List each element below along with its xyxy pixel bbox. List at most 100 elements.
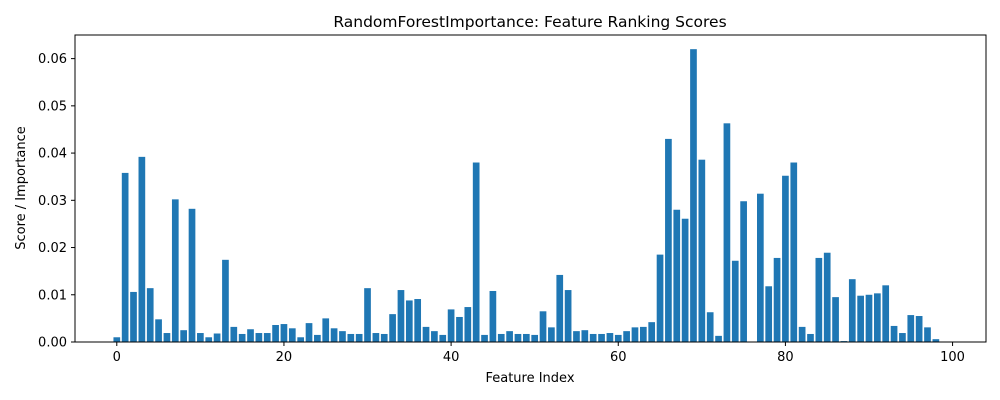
bar-feature-39 — [439, 334, 447, 342]
bar-feature-16 — [247, 329, 254, 342]
bar-feature-56 — [581, 330, 589, 342]
bar-feature-48 — [514, 333, 522, 342]
x-axis-ticks: 0 20 40 60 80 100 — [113, 342, 965, 365]
y-tick-label: 0.05 — [38, 99, 67, 114]
bar-feature-14 — [230, 326, 238, 342]
bar-feature-34 — [397, 290, 405, 342]
bar-feature-90 — [865, 294, 873, 342]
bar-feature-11 — [205, 337, 213, 342]
bar-feature-59 — [606, 333, 614, 342]
bar-feature-33 — [389, 314, 396, 342]
x-tick-label: 80 — [777, 350, 794, 365]
bar-feature-27 — [339, 331, 346, 342]
bar-feature-82 — [798, 326, 806, 342]
y-tick-label: 0.06 — [38, 52, 67, 67]
bar-feature-67 — [673, 209, 681, 342]
bar-feature-5 — [155, 319, 162, 342]
bar-feature-61 — [623, 331, 630, 342]
bars-group — [113, 49, 940, 343]
bar-feature-21 — [288, 328, 296, 342]
x-tick-label: 100 — [940, 350, 965, 365]
y-axis-ticks: 0.00 0.01 0.02 0.03 0.04 0.05 0.06 — [38, 52, 75, 351]
bar-feature-9 — [188, 208, 196, 342]
bar-feature-53 — [556, 274, 564, 342]
bar-feature-69 — [690, 49, 697, 343]
bar-feature-50 — [531, 334, 539, 342]
bar-feature-52 — [548, 327, 555, 342]
bar-feature-44 — [481, 334, 488, 342]
bar-feature-79 — [773, 257, 781, 342]
bar-feature-71 — [706, 312, 714, 342]
bar-feature-37 — [422, 326, 430, 342]
bar-feature-18 — [263, 333, 271, 342]
bar-feature-47 — [506, 331, 513, 342]
x-tick-label: 60 — [610, 350, 627, 365]
bar-feature-60 — [614, 334, 622, 342]
bar-feature-74 — [731, 260, 739, 342]
y-tick-label: 0.00 — [38, 336, 67, 351]
bar-feature-41 — [456, 316, 463, 342]
bar-feature-98 — [932, 339, 940, 342]
bar-feature-80 — [782, 175, 789, 342]
bar-feature-57 — [589, 333, 597, 342]
bar-feature-3 — [138, 156, 146, 342]
bar-feature-91 — [874, 293, 881, 342]
bar-feature-46 — [497, 333, 505, 342]
bar-feature-96 — [915, 316, 923, 342]
bar-feature-43 — [472, 162, 480, 342]
bar-feature-73 — [723, 123, 731, 342]
bar-feature-24 — [314, 334, 321, 342]
bar-feature-62 — [631, 327, 639, 342]
bar-feature-85 — [823, 252, 831, 342]
bar-feature-72 — [715, 335, 722, 342]
bar-feature-97 — [924, 327, 931, 342]
bar-feature-63 — [639, 326, 647, 342]
bar-feature-4 — [146, 288, 154, 342]
y-tick-label: 0.01 — [38, 288, 67, 303]
bar-feature-15 — [238, 333, 246, 342]
bar-feature-58 — [598, 333, 605, 342]
bar-feature-93 — [890, 325, 898, 342]
bar-feature-77 — [757, 193, 764, 342]
bar-feature-23 — [305, 323, 313, 342]
bar-feature-88 — [848, 279, 856, 342]
bar-feature-25 — [322, 318, 330, 342]
bar-feature-20 — [280, 324, 288, 342]
y-axis-label: Score / Importance — [14, 126, 29, 250]
bar-feature-2 — [130, 291, 137, 342]
bar-feature-65 — [656, 254, 664, 342]
bar-feature-78 — [765, 286, 773, 342]
y-tick-label: 0.02 — [38, 241, 67, 256]
bar-feature-55 — [573, 331, 580, 342]
bar-feature-70 — [698, 159, 706, 342]
x-tick-label: 40 — [443, 350, 460, 365]
bar-feature-31 — [372, 333, 380, 342]
bar-feature-68 — [681, 218, 689, 342]
bar-feature-54 — [564, 290, 572, 342]
bar-feature-1 — [121, 172, 129, 342]
bar-feature-29 — [355, 333, 363, 342]
x-tick-label: 20 — [276, 350, 293, 365]
bar-feature-22 — [297, 337, 305, 342]
chart-title: RandomForestImportance: Feature Ranking … — [333, 13, 726, 31]
bar-feature-8 — [180, 330, 187, 342]
bar-feature-84 — [815, 257, 823, 342]
bar-feature-75 — [740, 201, 747, 342]
bar-feature-86 — [832, 297, 839, 342]
bar-feature-0 — [113, 337, 121, 342]
bar-feature-38 — [431, 331, 438, 342]
bar-feature-40 — [447, 309, 455, 342]
bar-feature-19 — [272, 325, 279, 342]
bar-feature-81 — [790, 162, 798, 342]
bar-feature-42 — [464, 307, 472, 342]
bar-feature-28 — [347, 333, 355, 342]
bar-feature-36 — [414, 299, 422, 342]
bar-feature-30 — [364, 288, 371, 342]
bar-feature-89 — [857, 295, 864, 342]
bar-feature-92 — [882, 285, 890, 342]
bar-feature-32 — [380, 333, 388, 342]
bar-feature-7 — [171, 199, 179, 342]
bar-feature-13 — [222, 259, 229, 342]
bar-feature-51 — [539, 311, 547, 342]
